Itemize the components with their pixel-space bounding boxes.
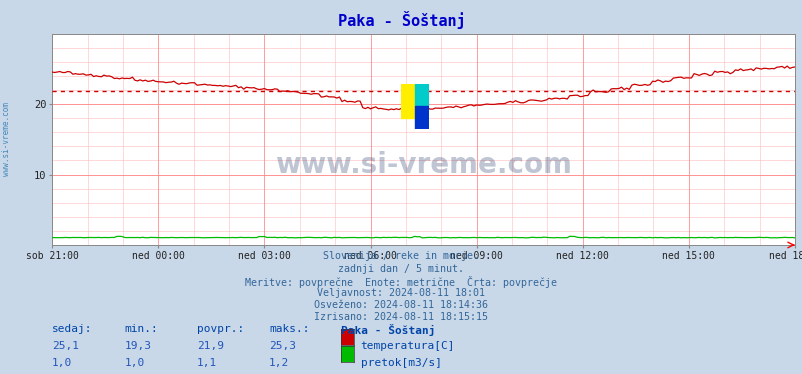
Text: Slovenija / reke in morje.: Slovenija / reke in morje. [323, 251, 479, 261]
Text: maks.:: maks.: [269, 324, 309, 334]
Bar [415, 84, 429, 106]
Text: 21,9: 21,9 [196, 341, 224, 352]
Text: 1,0: 1,0 [52, 358, 72, 368]
Text: Osveženo: 2024-08-11 18:14:36: Osveženo: 2024-08-11 18:14:36 [314, 300, 488, 310]
Text: Meritve: povprečne  Enote: metrične  Črta: povprečje: Meritve: povprečne Enote: metrične Črta:… [245, 276, 557, 288]
Text: Veljavnost: 2024-08-11 18:01: Veljavnost: 2024-08-11 18:01 [317, 288, 485, 298]
Text: www.si-vreme.com: www.si-vreme.com [2, 102, 11, 176]
Text: 1,1: 1,1 [196, 358, 217, 368]
Text: www.si-vreme.com: www.si-vreme.com [275, 151, 571, 179]
Text: 1,2: 1,2 [269, 358, 289, 368]
Text: min.:: min.: [124, 324, 158, 334]
Text: sedaj:: sedaj: [52, 324, 92, 334]
Text: 25,1: 25,1 [52, 341, 79, 352]
Bar [401, 84, 415, 117]
Text: zadnji dan / 5 minut.: zadnji dan / 5 minut. [338, 264, 464, 274]
Text: 19,3: 19,3 [124, 341, 152, 352]
Text: pretok[m3/s]: pretok[m3/s] [360, 358, 441, 368]
Text: 25,3: 25,3 [269, 341, 296, 352]
Text: 1,0: 1,0 [124, 358, 144, 368]
Text: Paka - Šoštanj: Paka - Šoštanj [337, 11, 465, 29]
Text: Izrisano: 2024-08-11 18:15:15: Izrisano: 2024-08-11 18:15:15 [314, 312, 488, 322]
Text: temperatura[C]: temperatura[C] [360, 341, 455, 352]
Text: Paka - Šoštanj: Paka - Šoštanj [341, 324, 435, 335]
Bar [415, 106, 429, 129]
Text: povpr.:: povpr.: [196, 324, 244, 334]
